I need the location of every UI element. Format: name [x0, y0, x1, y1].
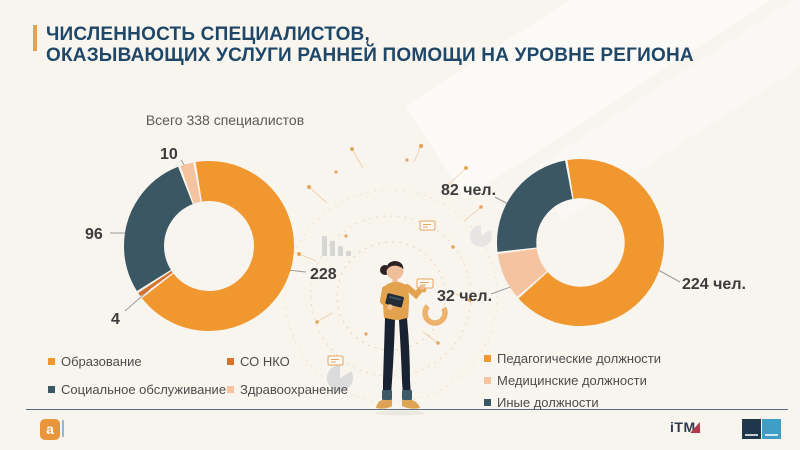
legend-item-other: Иные должности: [484, 395, 661, 410]
legend-label: Педагогические должности: [497, 351, 662, 366]
legend-left-chart: Образование СО НКО Социальное обслуживан…: [48, 354, 348, 397]
data-label-social-service: 96: [85, 226, 103, 243]
legend-item-social-service: Социальное обслуживание: [48, 382, 227, 397]
blue-logo-light-square: [762, 419, 781, 439]
cuff: [402, 390, 412, 400]
shoe: [402, 400, 420, 409]
legend-item-medical: Медицинские должности: [484, 373, 661, 388]
legend-label: Образование: [61, 354, 142, 369]
left-chart-title: Всего 338 специалистов: [145, 112, 305, 128]
itm-logo: iTM: [670, 419, 704, 435]
data-label-other-positions: 82 чел.: [441, 182, 497, 199]
bar-chart-icon: [322, 236, 351, 256]
bent-arm: [379, 286, 392, 310]
donut-chart-by-position: [497, 159, 664, 326]
legend-swatch: [484, 399, 491, 406]
right-leg: [399, 318, 411, 396]
head: [386, 262, 404, 280]
footer-logo-a: a: [40, 419, 60, 440]
title-line-1: ЧИСЛЕННОСТЬ СПЕЦИАЛИСТОВ,: [46, 24, 370, 45]
raised-arm: [404, 284, 424, 300]
hair: [386, 261, 404, 271]
legend-label: Иные должности: [497, 395, 599, 410]
blue-logo-dark-square: [742, 419, 761, 439]
legend-swatch: [48, 386, 55, 393]
data-label-medical-positions: 32 чел.: [437, 288, 493, 305]
footer-divider: [26, 409, 788, 410]
legend-swatch: [484, 355, 491, 362]
legend-swatch: [484, 377, 491, 384]
legend-label: Социальное обслуживание: [61, 382, 227, 397]
dotted-circles: [284, 189, 498, 403]
legend-item-healthcare: Здравоохранение: [227, 382, 348, 397]
woman-with-tablet-illustration: [375, 261, 425, 416]
left-leg: [383, 318, 395, 396]
legend-item-pedagogical: Педагогические должности: [484, 351, 661, 366]
itm-logo-text: iTM: [670, 419, 696, 435]
title-line-2: ОКАЗЫВАЮЩИХ УСЛУГИ РАННЕЙ ПОМОЩИ НА УРОВ…: [46, 45, 694, 66]
donut-segment: [124, 161, 294, 331]
donut-segment: [124, 161, 294, 331]
data-label-so-nko: 4: [111, 311, 120, 328]
cuff: [382, 390, 392, 400]
tablet-icon: [385, 293, 404, 308]
pie-chart-icon: [327, 363, 353, 391]
shoe: [376, 400, 392, 409]
page-title: ЧИСЛЕННОСТЬ СПЕЦИАЛИСТОВ, ОКАЗЫВАЮЩИХ УС…: [46, 24, 766, 66]
ring-icon: [422, 300, 448, 326]
data-label-education: 228: [310, 266, 337, 283]
pie-chart-icon: [470, 224, 492, 247]
legend-swatch: [227, 358, 234, 365]
data-label-healthcare: 10: [160, 146, 178, 163]
footer-logo-a-caption: [62, 420, 64, 437]
donut-segment: [497, 159, 664, 326]
legend-label: Медицинские должности: [497, 373, 647, 388]
legend-swatch: [48, 358, 55, 365]
hand: [387, 304, 393, 310]
hand: [419, 284, 425, 290]
donut-chart-by-organization: [124, 161, 294, 331]
legend-item-education: Образование: [48, 354, 227, 369]
data-label-pedagogical-positions: 224 чел.: [682, 276, 746, 293]
footer-blue-logo: [742, 419, 781, 439]
title-accent-bar: [33, 25, 37, 51]
legend-item-so-nko: СО НКО: [227, 354, 348, 369]
legend-label: СО НКО: [240, 354, 290, 369]
legend-right-chart: Педагогические должности Медицинские дол…: [484, 351, 661, 410]
legend-swatch: [227, 386, 234, 393]
legend-label: Здравоохранение: [240, 382, 349, 397]
